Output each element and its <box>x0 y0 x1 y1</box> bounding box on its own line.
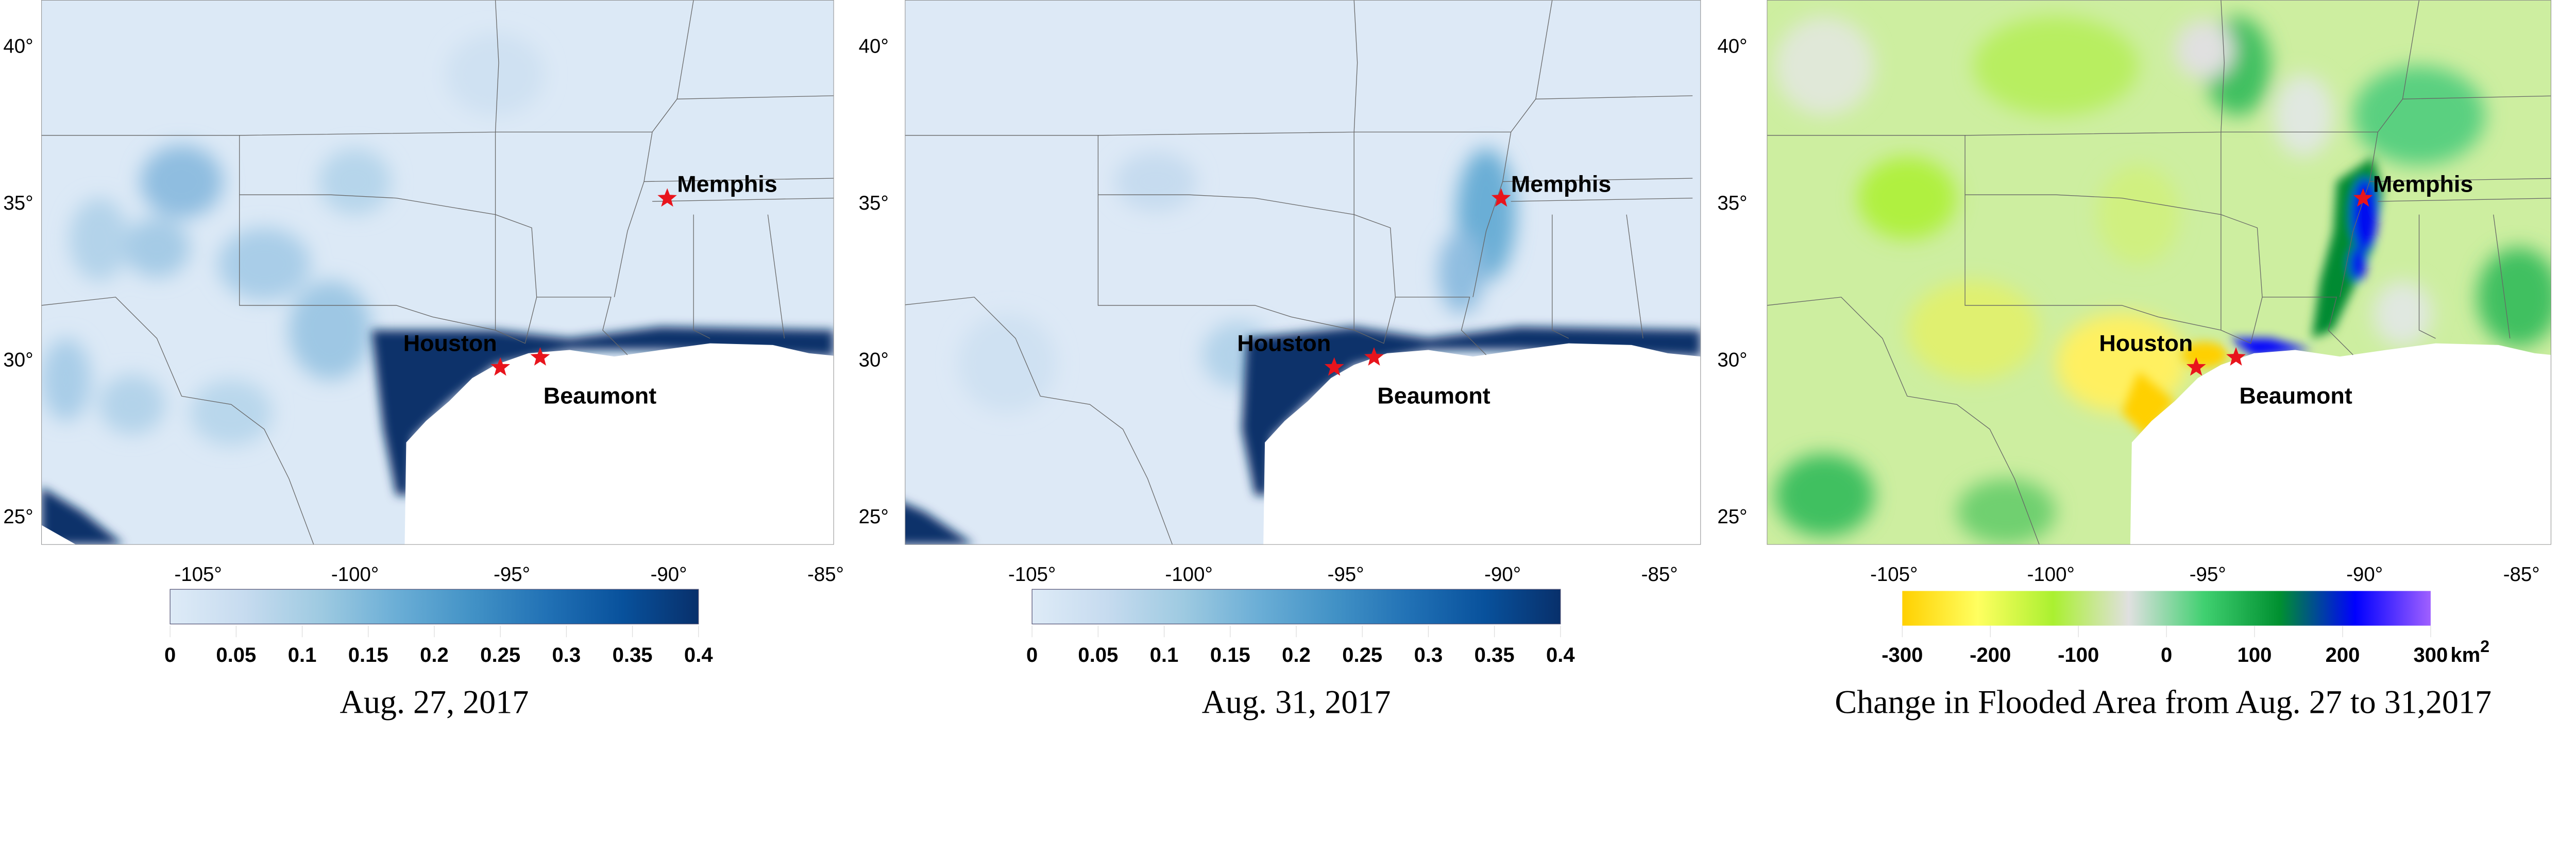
colorbar-tick-label: 0 <box>164 644 176 666</box>
map-panel-change: -105° -100° -95° -90° -85° 25° 30° 35° 40° Memph… <box>1717 0 2551 721</box>
city-label: Memphis <box>677 170 777 197</box>
colorbar-tick-label: 200 <box>2326 644 2360 666</box>
city-star-icon <box>1491 188 1511 207</box>
city-star-icon <box>490 357 511 376</box>
lon-tick-label: -90° <box>651 563 687 586</box>
city-star-icon <box>1324 357 1344 376</box>
colorbar-tick-label: 0.2 <box>1282 644 1311 666</box>
lat-tick-label: 35° <box>1717 192 1747 214</box>
lon-tick-label: -85° <box>807 563 844 586</box>
colorbar-tick-label: 0 <box>2161 644 2172 666</box>
city-label: Houston <box>1237 330 1331 356</box>
colorbar-tick-label: 0.35 <box>613 644 653 666</box>
colorbar-tick-label: 0.2 <box>420 644 449 666</box>
flood-map-figure: -105° -100° -95° -90° -85° 25° 30° 35° 40° Memph… <box>3 0 2551 721</box>
city-star-icon <box>530 347 550 366</box>
lon-tick-label: -90° <box>2346 563 2383 586</box>
colorbar-tick-label: 0.3 <box>552 644 581 666</box>
lat-tick-label: 40° <box>1717 36 1747 58</box>
lat-tick-label: 30° <box>1717 349 1747 371</box>
colorbar-tick-label: 0.1 <box>1150 644 1179 666</box>
colorbar-tick-label: -300 <box>1882 644 1923 666</box>
colorbar-tick-label: 300 <box>2414 644 2448 666</box>
colorbar <box>1902 591 2431 626</box>
city-label: Houston <box>2099 330 2193 356</box>
city-label: Memphis <box>2373 170 2473 197</box>
panel-caption: Aug. 31, 2017 <box>1202 684 1391 721</box>
colorbar-tick-label: -200 <box>1970 644 2011 666</box>
lon-tick-label: -100° <box>1165 563 1213 586</box>
lon-tick-label: -105° <box>1008 563 1056 586</box>
colorbar-tick-label: 0.4 <box>684 644 713 666</box>
colorbar-tick-label: 0.3 <box>1414 644 1443 666</box>
city-star-icon <box>2353 188 2373 207</box>
lat-tick-label: 40° <box>3 36 33 58</box>
city-star-icon <box>2186 357 2206 376</box>
lat-tick-label: 40° <box>859 36 889 58</box>
lat-tick-label: 25° <box>859 506 889 528</box>
lat-tick-label: 25° <box>1717 506 1747 528</box>
colorbar-tick-label: 100 <box>2238 644 2272 666</box>
lon-tick-label: -105° <box>174 563 222 586</box>
city-star-icon <box>1364 347 1384 366</box>
colorbar-tick-label: 0.35 <box>1475 644 1515 666</box>
map-panel-aug-27: -105° -100° -95° -90° -85° 25° 30° 35° 40° Memph… <box>3 0 844 721</box>
colorbar-tick-label: 0.05 <box>216 644 256 666</box>
colorbar-tick-label: 0 <box>1026 644 1038 666</box>
map-panel-aug-31: -105° -100° -95° -90° -85° 25° 30° 35° 40° Memph… <box>859 0 1701 721</box>
lon-tick-label: -95° <box>1328 563 1364 586</box>
colorbar-tick-label: 0.15 <box>348 644 388 666</box>
lon-tick-label: -85° <box>2503 563 2540 586</box>
city-label: Beaumont <box>2239 383 2352 409</box>
city-label: Beaumont <box>1377 383 1490 409</box>
lat-tick-label: 35° <box>3 192 33 214</box>
lat-tick-label: 30° <box>3 349 33 371</box>
colorbar-tick-label: 0.1 <box>288 644 317 666</box>
city-label: Beaumont <box>544 383 656 409</box>
colorbar-tick-label: 0.25 <box>1342 644 1382 666</box>
colorbar <box>1031 589 1561 625</box>
lon-tick-label: -95° <box>494 563 530 586</box>
lat-tick-label: 25° <box>3 506 33 528</box>
lat-tick-label: 30° <box>859 349 889 371</box>
colorbar <box>170 589 699 625</box>
lon-tick-label: -105° <box>1870 563 1918 586</box>
colorbar-tick-label: 0.4 <box>1546 644 1575 666</box>
lon-tick-label: -85° <box>1641 563 1678 586</box>
panel-caption: Change in Flooded Area from Aug. 27 to 3… <box>1835 684 2492 721</box>
colorbar-tick-label: 0.15 <box>1210 644 1250 666</box>
lon-tick-label: -100° <box>2027 563 2075 586</box>
panel-caption: Aug. 27, 2017 <box>340 684 529 721</box>
colorbar-tick-label: -100 <box>2058 644 2099 666</box>
lon-tick-label: -95° <box>2190 563 2226 586</box>
city-label: Houston <box>403 330 497 356</box>
city-star-icon <box>657 188 677 207</box>
lat-tick-label: 35° <box>859 192 889 214</box>
lon-tick-label: -90° <box>1484 563 1521 586</box>
city-label: Memphis <box>1511 170 1611 197</box>
colorbar-tick-label: 0.05 <box>1078 644 1118 666</box>
colorbar-tick-label: 0.25 <box>480 644 520 666</box>
city-star-icon <box>2226 347 2246 366</box>
lon-tick-label: -100° <box>331 563 379 586</box>
colorbar-unit: km2 <box>2450 637 2489 666</box>
